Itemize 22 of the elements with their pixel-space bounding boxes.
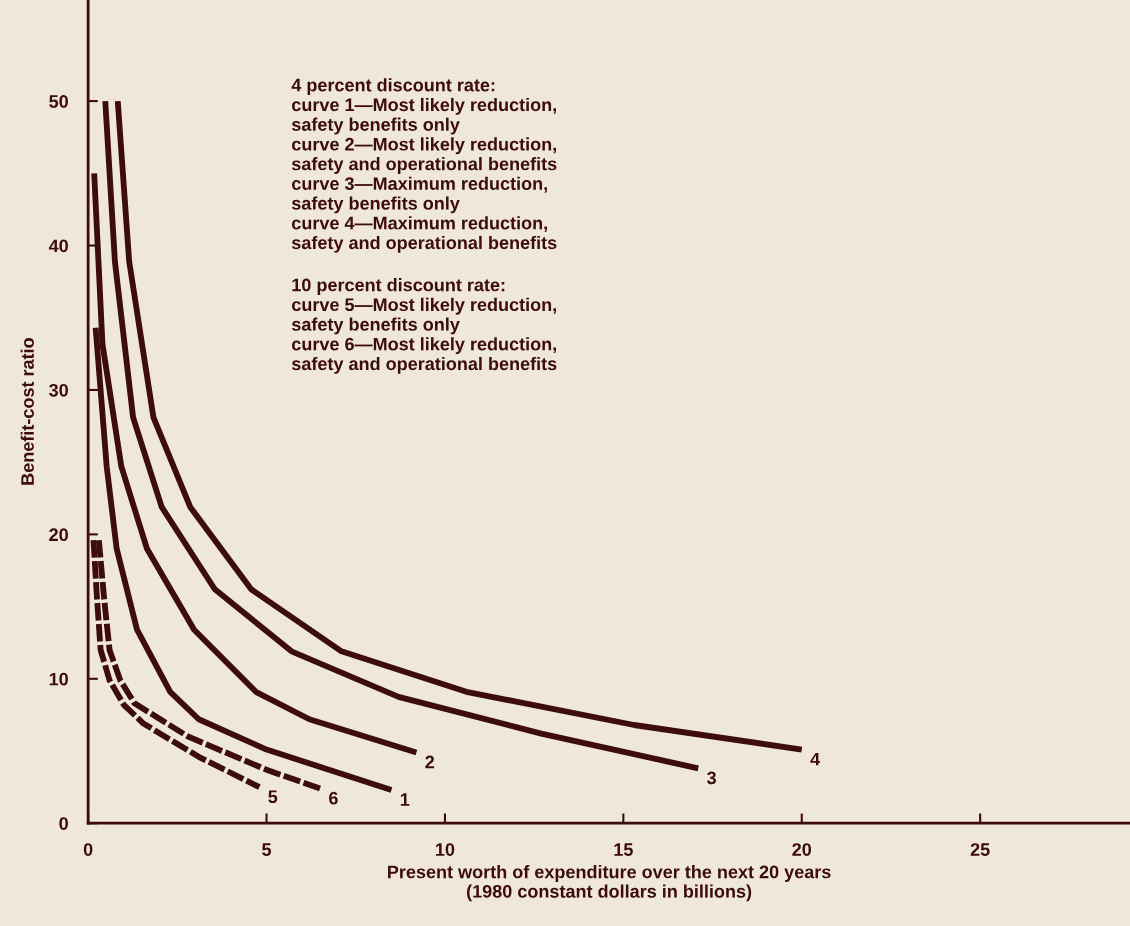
y-tick-label: 10 [49, 672, 68, 686]
y-tick-label: 20 [49, 528, 68, 542]
y-tick-label: 30 [49, 383, 68, 397]
text: 4 percent discount rate: curve 1—Most likely reduction, safety benefits only curve 2—Most likely reduction, safety and operational benefits curve 3—Maximum reduction, safety benefits only curve 4—Maximum reduction, safety and operational benefits [291, 78, 557, 253]
series-label: 2 [425, 755, 435, 769]
x-tick-label: 10 [436, 843, 455, 856]
y-tick-label: 0 [59, 817, 68, 830]
series-label: 3 [707, 771, 716, 785]
series-label: 1 [400, 793, 410, 806]
series-label: 5 [268, 790, 278, 804]
x-tick-label: 15 [614, 843, 633, 856]
y-axis-title: Benefit-cost ratio [20, 338, 34, 485]
x-tick-label: 20 [792, 843, 812, 856]
y-tick-label: 50 [49, 95, 68, 108]
y-tick-label: 40 [48, 239, 68, 253]
x-tick-label: 0 [83, 843, 93, 856]
annotation: 10 percent discount rate: curve 5—Most likely reduction, safety benefits only curve 6—Most likely reduction, safety and operational benefits [291, 278, 557, 374]
x-tick-label: 5 [262, 843, 272, 856]
series-label: 6 [329, 791, 338, 805]
x-tick-label: 25 [970, 843, 990, 856]
x-axis-title: Present worth of expenditure over the next 20 years (1980 constant dollars in billions) [388, 865, 831, 902]
series-label: 4 [810, 752, 821, 766]
